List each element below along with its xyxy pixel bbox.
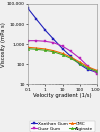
Alginate [96, 70, 98, 72]
Guar Gum [36, 40, 37, 41]
Xanthan Gum [45, 29, 46, 31]
Guar Gum [96, 73, 98, 74]
Alginate [70, 58, 71, 59]
Alginate [45, 50, 46, 51]
CMC [79, 61, 80, 63]
Y-axis label: Viscosity (mPa s): Viscosity (mPa s) [0, 22, 6, 67]
CMC [27, 47, 29, 48]
Guar Gum [45, 41, 46, 42]
CMC [87, 66, 89, 68]
Line: Alginate: Alginate [27, 47, 98, 73]
Alginate [87, 67, 89, 69]
CMC [62, 53, 63, 54]
CMC [36, 47, 37, 49]
Xanthan Gum [27, 8, 29, 9]
CMC [53, 50, 54, 51]
Xanthan Gum [79, 64, 80, 65]
Alginate [53, 51, 54, 53]
X-axis label: Velocity gradient (1/s): Velocity gradient (1/s) [33, 93, 92, 98]
Guar Gum [62, 45, 63, 47]
Guar Gum [87, 65, 89, 67]
CMC [96, 70, 98, 71]
Guar Gum [53, 42, 54, 43]
Xanthan Gum [87, 69, 89, 70]
Line: Guar Gum: Guar Gum [27, 39, 98, 75]
CMC [45, 48, 46, 50]
Line: Xanthan Gum: Xanthan Gum [27, 7, 98, 74]
Line: CMC: CMC [27, 46, 98, 72]
Xanthan Gum [96, 72, 98, 73]
Xanthan Gum [53, 38, 54, 40]
Alginate [62, 54, 63, 56]
Guar Gum [70, 50, 71, 52]
Alginate [79, 63, 80, 64]
Guar Gum [27, 40, 29, 41]
CMC [70, 56, 71, 58]
Xanthan Gum [62, 48, 63, 50]
Legend: Xanthan Gum, Guar Gum, CMC, Alginate: Xanthan Gum, Guar Gum, CMC, Alginate [30, 121, 95, 132]
Alginate [27, 48, 29, 50]
Xanthan Gum [70, 56, 71, 57]
Alginate [36, 48, 37, 50]
Xanthan Gum [36, 18, 37, 20]
Guar Gum [79, 58, 80, 59]
